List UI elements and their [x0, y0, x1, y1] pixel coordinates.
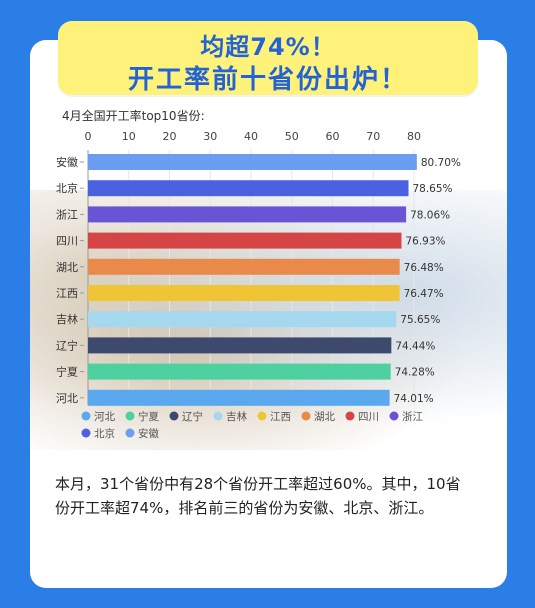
legend-marker	[213, 411, 223, 421]
legend-label: 浙江	[402, 411, 423, 423]
bar	[88, 258, 400, 275]
y-category-label: 吉林	[56, 312, 78, 326]
legend-marker	[257, 411, 267, 421]
chart-title: 4月全国开工率top10省份:	[62, 109, 205, 123]
bar	[88, 232, 402, 249]
bar	[88, 180, 409, 197]
legend-label: 吉林	[226, 410, 247, 423]
legend-marker	[81, 411, 91, 421]
legend-label: 辽宁	[182, 410, 203, 423]
data-label: 74.44%	[395, 340, 435, 352]
legend-label: 安徽	[138, 427, 159, 440]
legend-marker	[389, 411, 399, 421]
bar	[88, 285, 400, 301]
y-category-label: 辽宁	[56, 338, 78, 352]
legend-marker	[345, 411, 355, 421]
data-label: 76.48%	[404, 262, 444, 274]
data-label: 76.47%	[404, 288, 444, 300]
data-label: 78.06%	[410, 209, 450, 221]
legend-marker	[125, 411, 135, 421]
headline-banner: 均超74%！ 开工率前十省份出炉！	[58, 21, 478, 95]
x-tick-label: 70	[366, 130, 380, 143]
bar	[88, 206, 407, 223]
data-label: 76.93%	[405, 236, 445, 248]
data-label: 75.65%	[400, 314, 440, 326]
x-tick-label: 10	[122, 130, 136, 143]
legend-label: 四川	[358, 411, 379, 423]
bar	[88, 311, 397, 328]
y-category-label: 安徽	[56, 155, 78, 169]
y-category-label: 湖北	[56, 261, 78, 274]
legend-marker	[81, 428, 91, 438]
headline-line-2: 开工率前十省份出炉！	[127, 65, 408, 95]
x-tick-label: 80	[407, 130, 421, 143]
x-tick-label: 0	[85, 130, 92, 143]
x-tick-label: 50	[285, 130, 299, 143]
y-category-label: 四川	[56, 235, 78, 248]
legend-label: 湖北	[314, 411, 335, 423]
y-category-label: 江西	[56, 287, 78, 300]
x-tick-label: 30	[203, 130, 217, 143]
bar	[88, 389, 390, 406]
x-tick-label: 40	[244, 130, 258, 143]
x-tick-label: 20	[163, 130, 177, 143]
y-category-label: 北京	[56, 181, 78, 195]
y-category-label: 河北	[56, 392, 78, 405]
legend-marker	[301, 411, 311, 421]
bar	[88, 154, 417, 170]
legend-label: 北京	[94, 427, 115, 440]
data-label: 74.01%	[394, 393, 434, 405]
legend-marker	[169, 411, 179, 421]
summary-text: 本月，31个省份中有28个省份开工率超过60%。其中，10省份开工率超74%，排…	[55, 475, 461, 517]
headline-line-1: 均超74%！	[200, 33, 336, 61]
data-label: 80.70%	[421, 157, 461, 169]
data-label: 78.65%	[412, 183, 452, 195]
x-tick-label: 60	[326, 130, 340, 143]
legend-marker	[125, 428, 135, 438]
data-label: 74.28%	[395, 367, 435, 379]
legend-label: 江西	[270, 411, 291, 423]
bar	[88, 363, 391, 380]
legend-label: 河北	[94, 411, 115, 423]
y-category-label: 浙江	[56, 208, 78, 221]
legend-label: 宁夏	[138, 410, 159, 423]
y-category-label: 宁夏	[56, 365, 78, 379]
bar	[88, 337, 392, 354]
